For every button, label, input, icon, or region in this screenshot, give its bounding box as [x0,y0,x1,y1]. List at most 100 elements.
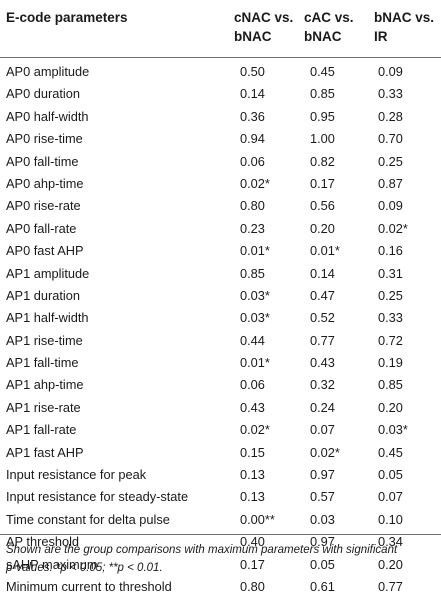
bnac-vs-ir-value: 0.85 [378,377,403,393]
cnac-vs-bnac-value: 0.14 [240,86,265,102]
table-row: AP0 rise-time 0.94 1.00 0.70 [0,128,441,150]
cac-vs-bnac-value: 0.97 [310,467,335,483]
bnac-vs-ir-value: 0.16 [378,243,403,259]
cac-vs-bnac-value: 0.32 [310,377,335,393]
table-row: AP0 amplitude 0.50 0.45 0.09 [0,61,441,83]
header-line: E-code parameters [6,10,128,25]
cac-vs-bnac-value: 0.77 [310,332,335,348]
cnac-vs-bnac-value: 0.15 [240,444,265,460]
bnac-vs-ir-value: 0.09 [378,64,403,79]
cac-vs-bnac-value: 0.20 [310,220,335,236]
cnac-vs-bnac-value: 0.03* [240,287,270,303]
bnac-vs-ir-value: 0.03* [378,422,408,438]
cnac-vs-bnac-value: 0.02* [240,422,270,438]
cnac-vs-bnac-value: 0.94 [240,131,265,147]
parameter-name: AP0 amplitude [6,64,90,79]
cnac-vs-bnac-value: 0.50 [240,64,265,79]
footer-divider [0,534,441,535]
cnac-vs-bnac-value: 0.80 [240,198,265,214]
bnac-vs-ir-value: 0.20 [378,556,403,572]
cac-vs-bnac-value: 0.01* [310,243,340,259]
table-row: AP0 rise-rate 0.80 0.56 0.09 [0,195,441,217]
cac-vs-bnac-value: 0.43 [310,355,335,371]
cnac-vs-bnac-value: 0.01* [240,355,270,371]
cnac-vs-bnac-value: 0.36 [240,108,265,124]
cac-vs-bnac-value: 0.85 [310,86,335,102]
cac-vs-bnac-value: 0.05 [310,556,335,572]
parameter-name: AP1 duration [6,287,80,303]
cac-vs-bnac-value: 1.00 [310,131,335,147]
header-line: bNAC [304,29,342,44]
table-row: AP1 rise-rate 0.43 0.24 0.20 [0,397,441,419]
cac-vs-bnac-value: 0.95 [310,108,335,124]
cnac-vs-bnac-value: 0.40 [240,534,265,550]
parameter-name: AP1 fall-time [6,355,79,371]
table-row: AP1 amplitude 0.85 0.14 0.31 [0,263,441,285]
cnac-vs-bnac-value: 0.06 [240,153,265,169]
parameter-name: AP1 rise-rate [6,399,81,415]
bnac-vs-ir-value: 0.87 [378,175,403,191]
bnac-vs-ir-value: 0.70 [378,131,403,147]
table-row: AP1 duration 0.03* 0.47 0.25 [0,285,441,307]
parameter-name: AP threshold [6,534,80,550]
cnac-vs-bnac-value: 0.13 [240,467,265,483]
cac-vs-bnac-value: 0.07 [310,422,335,438]
table-footnote: Shown are the group comparisons with max… [6,542,436,577]
cac-vs-bnac-value: 0.02* [310,444,340,460]
table-row: Input resistance for peak 0.13 0.97 0.05 [0,464,441,486]
cnac-vs-bnac-value: 0.06 [240,377,265,393]
bnac-vs-ir-value: 0.33 [378,310,403,326]
cnac-vs-bnac-value: 0.80 [240,578,265,594]
bnac-vs-ir-value: 0.19 [378,355,403,371]
cac-vs-bnac-value: 0.24 [310,399,335,415]
bnac-vs-ir-value: 0.77 [378,578,403,594]
parameter-name: AP0 rise-rate [6,198,81,214]
cac-vs-bnac-value: 0.52 [310,310,335,326]
parameter-name: sAHP maximum [6,556,98,572]
cnac-vs-bnac-value: 0.02* [240,175,270,191]
cac-vs-bnac-value: 0.03 [310,511,335,527]
table-row: AP0 fast AHP 0.01* 0.01* 0.16 [0,240,441,262]
parameter-name: AP0 duration [6,86,80,102]
bnac-vs-ir-value: 0.20 [378,399,403,415]
cac-vs-bnac-value: 0.17 [310,175,335,191]
footnote-line: Shown are the group comparisons with max… [6,544,398,556]
table-figure: E-code parameters cNAC vs. bNAC cAC vs. … [0,8,441,594]
cnac-vs-bnac-value: 0.43 [240,399,265,415]
cac-vs-bnac-value: 0.45 [310,64,335,79]
table-row: AP1 ahp-time 0.06 0.32 0.85 [0,374,441,396]
table-body: AP0 amplitude 0.50 0.45 0.09 AP0 duration 0.1… [0,61,441,598]
table-row: sAHP maximum 0.17 0.05 0.20 [0,554,441,576]
parameter-name: AP0 ahp-time [6,175,84,191]
cac-vs-bnac-value: 0.97 [310,534,335,550]
bnac-vs-ir-value: 0.34 [378,534,403,550]
parameter-name: AP0 fall-time [6,153,79,169]
cnac-vs-bnac-value: 0.13 [240,489,265,505]
table-row: AP1 fall-rate 0.02* 0.07 0.03* [0,419,441,441]
table-row: AP0 ahp-time 0.02* 0.17 0.87 [0,173,441,195]
table-row: AP1 rise-time 0.44 0.77 0.72 [0,330,441,352]
parameter-name: AP1 ahp-time [6,377,84,393]
cnac-vs-bnac-value: 0.44 [240,332,265,348]
parameter-name: AP0 half-width [6,108,89,124]
header-line: cNAC vs. [234,10,294,25]
cnac-vs-bnac-value: 0.17 [240,556,265,572]
table-row: AP0 fall-rate 0.23 0.20 0.02* [0,218,441,240]
table-row: AP0 duration 0.14 0.85 0.33 [0,83,441,105]
header-line: cAC vs. [304,10,354,25]
parameter-name: Input resistance for peak [6,467,147,483]
bnac-vs-ir-value: 0.10 [378,511,403,527]
cac-vs-bnac-value: 0.14 [310,265,335,281]
cnac-vs-bnac-value: 0.23 [240,220,265,236]
table-row: AP threshold 0.40 0.97 0.34 [0,531,441,553]
bnac-vs-ir-value: 0.72 [378,332,403,348]
cac-vs-bnac-value: 0.47 [310,287,335,303]
header-bnac-vs-ir: bNAC vs. IR [374,8,434,46]
parameter-name: Minimum current to threshold [6,578,172,594]
parameter-name: AP1 amplitude [6,265,90,281]
cnac-vs-bnac-value: 0.85 [240,265,265,281]
header-cnac-vs-bnac: cNAC vs. bNAC [234,8,293,46]
parameter-name: AP1 fall-rate [6,422,77,438]
header-line: bNAC vs. [374,10,435,25]
bnac-vs-ir-value: 0.09 [378,198,403,214]
